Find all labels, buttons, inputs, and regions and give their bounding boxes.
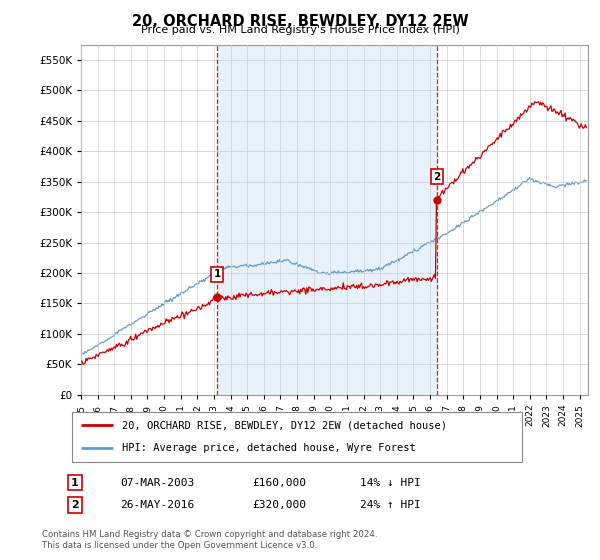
Text: £160,000: £160,000 bbox=[252, 478, 306, 488]
Text: 14% ↓ HPI: 14% ↓ HPI bbox=[360, 478, 421, 488]
Text: 2: 2 bbox=[71, 500, 79, 510]
Text: This data is licensed under the Open Government Licence v3.0.: This data is licensed under the Open Gov… bbox=[42, 541, 317, 550]
Text: 26-MAY-2016: 26-MAY-2016 bbox=[120, 500, 194, 510]
Text: 1: 1 bbox=[214, 269, 221, 279]
Text: 2: 2 bbox=[433, 172, 440, 182]
Text: 20, ORCHARD RISE, BEWDLEY, DY12 2EW (detached house): 20, ORCHARD RISE, BEWDLEY, DY12 2EW (det… bbox=[121, 420, 446, 430]
Text: 24% ↑ HPI: 24% ↑ HPI bbox=[360, 500, 421, 510]
Text: 1: 1 bbox=[71, 478, 79, 488]
Text: £320,000: £320,000 bbox=[252, 500, 306, 510]
Text: 20, ORCHARD RISE, BEWDLEY, DY12 2EW: 20, ORCHARD RISE, BEWDLEY, DY12 2EW bbox=[131, 14, 469, 29]
Bar bbox=[217, 45, 437, 395]
Text: Price paid vs. HM Land Registry's House Price Index (HPI): Price paid vs. HM Land Registry's House … bbox=[140, 25, 460, 35]
FancyBboxPatch shape bbox=[72, 412, 522, 462]
Text: 07-MAR-2003: 07-MAR-2003 bbox=[120, 478, 194, 488]
Text: Contains HM Land Registry data © Crown copyright and database right 2024.: Contains HM Land Registry data © Crown c… bbox=[42, 530, 377, 539]
Text: HPI: Average price, detached house, Wyre Forest: HPI: Average price, detached house, Wyre… bbox=[121, 444, 415, 454]
